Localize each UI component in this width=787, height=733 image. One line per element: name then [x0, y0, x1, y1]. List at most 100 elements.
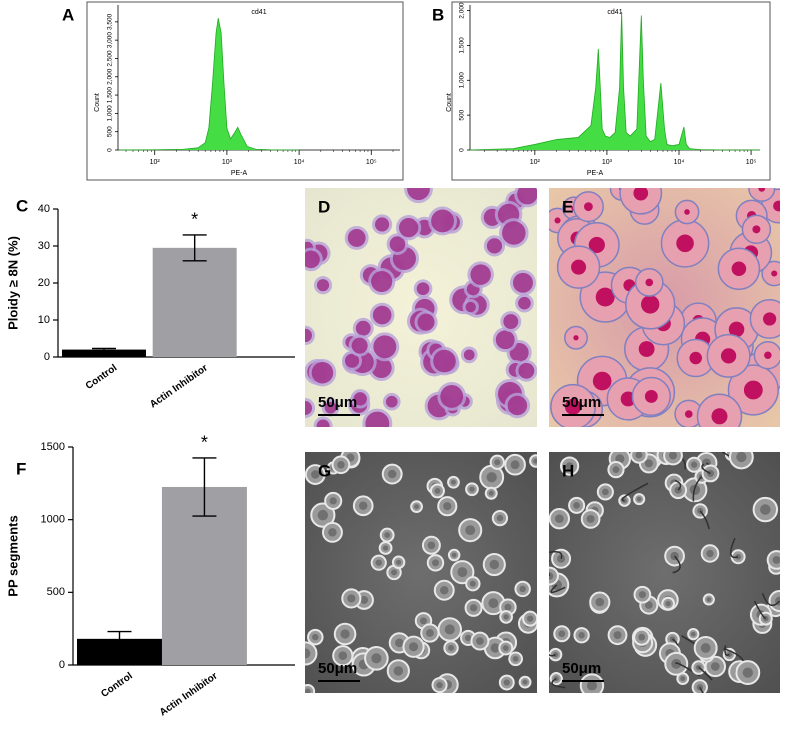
cell: [619, 188, 663, 215]
cell-core: [395, 638, 404, 648]
cell-core: [440, 585, 449, 595]
proplatelet: [699, 686, 704, 693]
nucleus: [374, 217, 390, 232]
cell-core: [554, 514, 564, 524]
area-fill: [118, 18, 300, 150]
nucleus: [507, 395, 528, 416]
cell-core: [375, 559, 382, 566]
y-tick-label: 0: [44, 351, 50, 363]
nucleus: [554, 217, 561, 224]
cell-core: [502, 645, 509, 651]
nucleus: [433, 349, 456, 373]
panel-label: F: [16, 459, 26, 478]
y-tick-label: 500: [47, 586, 65, 598]
cell-core: [469, 580, 476, 587]
scale-bar-label: 50μm: [318, 394, 357, 411]
cell: [305, 641, 318, 666]
scale-bar-label: 50μm: [562, 660, 601, 677]
nucleus: [773, 200, 780, 212]
x-axis-label: PE-A: [587, 170, 604, 177]
cell-core: [595, 597, 605, 607]
scale-bar-label: 50μm: [562, 394, 601, 411]
nucleus: [638, 341, 655, 357]
cell-core: [414, 504, 420, 510]
cell-core: [552, 651, 559, 658]
nucleus: [571, 259, 587, 275]
cell-core: [427, 541, 436, 550]
proplatelet: [730, 537, 739, 559]
nucleus: [353, 392, 367, 406]
annotation: *: [201, 433, 208, 453]
cell-core: [451, 552, 457, 558]
cell-core: [700, 643, 711, 653]
cell-core: [360, 595, 369, 604]
nucleus: [762, 312, 777, 326]
chart-title: cd41: [607, 9, 622, 16]
cell-core: [329, 497, 337, 505]
y-tick-label: 1,500: [107, 87, 114, 104]
nucleus: [389, 236, 406, 252]
cell-core: [586, 514, 595, 523]
panel-label: C: [16, 196, 28, 215]
proplatelet: [549, 550, 563, 559]
nucleus: [365, 411, 390, 427]
panel-label: D: [318, 197, 330, 216]
histogram-line: [118, 18, 300, 151]
cell-core: [448, 644, 455, 651]
nucleus: [752, 225, 761, 234]
bar: [62, 349, 146, 357]
cell-core: [644, 459, 653, 468]
nucleus: [311, 361, 334, 384]
cell-core: [457, 567, 468, 578]
cell: [748, 188, 776, 202]
cell-core: [494, 459, 501, 466]
cell-core: [522, 679, 528, 685]
proplatelet: [672, 555, 681, 574]
cell-core: [558, 630, 566, 638]
x-tick-label: 10³: [222, 159, 233, 166]
nucleus: [440, 385, 464, 408]
cell-core: [533, 458, 537, 464]
cell-core: [384, 532, 391, 538]
nucleus: [407, 188, 430, 201]
x-tick-label: 10⁵: [366, 159, 377, 166]
y-tick-label: 1500: [41, 441, 65, 453]
error-bar: [192, 457, 217, 517]
nucleus: [518, 296, 531, 310]
cell-core: [451, 479, 456, 485]
cell-core: [486, 472, 497, 483]
nucleus: [764, 351, 772, 359]
nucleus: [385, 395, 398, 408]
cell-core: [469, 604, 478, 612]
error-bar: [182, 234, 207, 262]
cell-core: [444, 624, 455, 635]
nucleus: [431, 209, 455, 233]
x-tick-label: 10²: [530, 159, 541, 166]
x-tick-label: Actin Inhibitor: [148, 363, 210, 411]
nucleus: [595, 287, 615, 307]
x-axis-label: PE-A: [231, 170, 248, 177]
cell-core: [432, 559, 439, 567]
nucleus: [731, 261, 747, 277]
panel-label: A: [62, 5, 74, 24]
cell-core: [371, 653, 382, 664]
cell-core: [638, 591, 646, 599]
cell-core: [601, 488, 609, 496]
y-tick-label: 0: [59, 659, 65, 671]
cell-core: [488, 490, 494, 496]
nucleus: [771, 270, 778, 277]
cell-core: [573, 502, 581, 509]
cell-core: [443, 502, 452, 511]
cell-core: [393, 666, 404, 676]
y-axis-label: PP segments: [5, 515, 20, 596]
cell-core: [387, 469, 397, 479]
cell-core: [706, 597, 712, 602]
y-tick-label: 1,500: [459, 37, 466, 54]
x-tick-label: 10⁴: [674, 159, 685, 166]
micrograph: [549, 452, 780, 693]
x-tick-label: 10⁵: [746, 159, 757, 166]
micrograph: [305, 188, 537, 427]
x-tick-label: 10³: [602, 159, 613, 166]
y-tick-label: 0: [459, 148, 466, 152]
nucleus: [486, 238, 503, 254]
